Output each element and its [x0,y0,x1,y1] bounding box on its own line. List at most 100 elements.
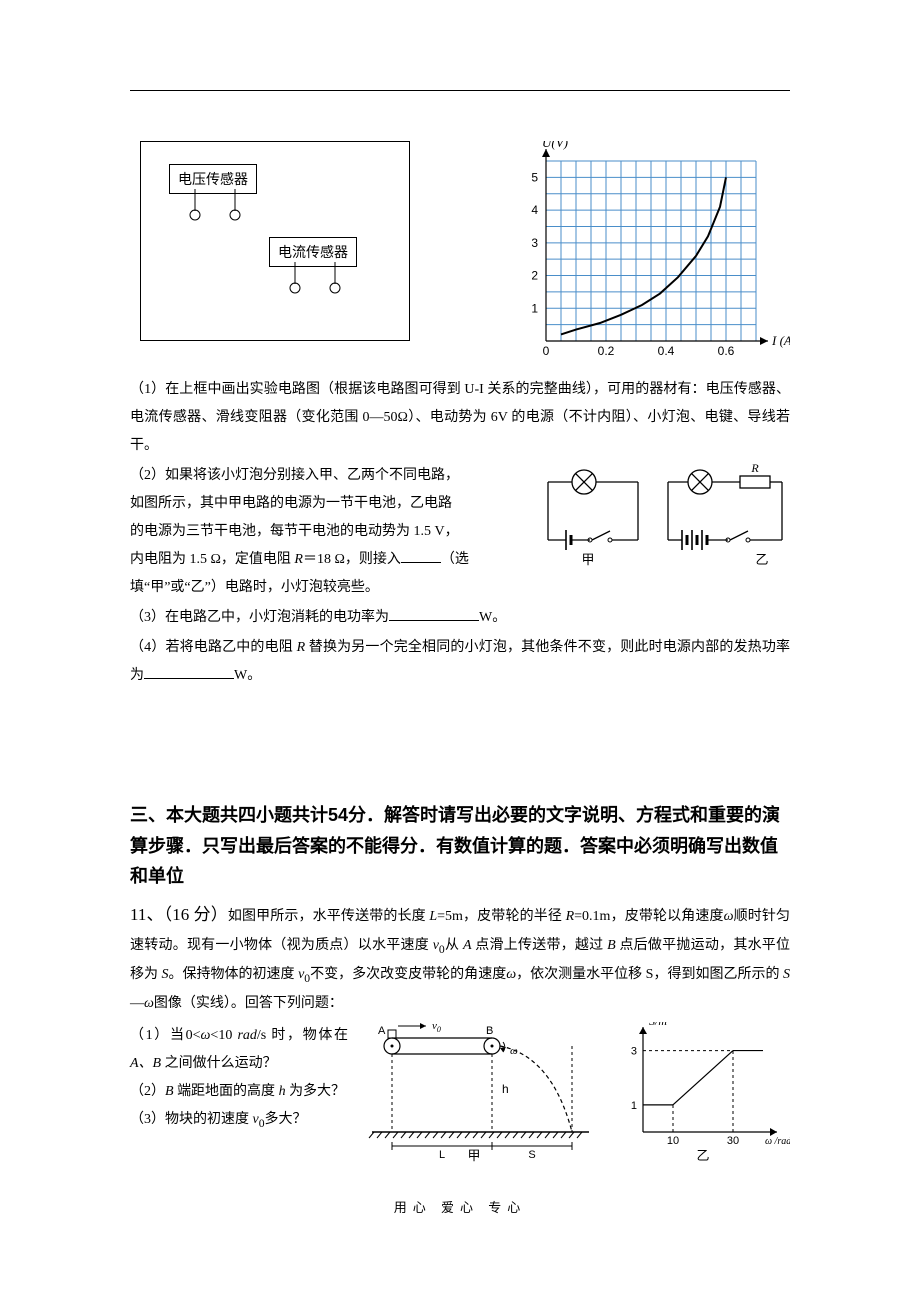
q11-g: 点滑上传送带，越过 [472,938,608,953]
q11-sub2: （2）B 端距地面的高度 h 为多大？ [130,1078,348,1106]
q3-unit: W。 [479,610,506,625]
q2-l4hint: （选 [441,552,469,567]
svg-text:U(V): U(V) [542,141,568,150]
svg-text:3: 3 [531,236,538,250]
q11s2h: h [279,1084,286,1099]
svg-text:乙: 乙 [696,1148,709,1162]
q11s1L: 0 [186,1028,193,1043]
sensor-frame: 电压传感器 电流传感器 [140,141,410,341]
q2-text-block: （2）如果将该小灯泡分别接入甲、乙两个不同电路， 如图所示，其中甲电路的电源为一… [130,462,520,604]
svg-text:5: 5 [531,170,538,184]
q2-R: R [294,552,303,567]
q11-R: R [566,909,575,924]
q3-blank [389,607,479,621]
current-sensor-label: 电流传感器 [278,246,348,261]
svg-text:0.2: 0.2 [598,344,615,356]
ui-chart: 00.20.40.612345U(V)I (A) [510,141,790,356]
q4-unit: W。 [234,668,261,683]
q11s2a: （2） [130,1084,165,1099]
svg-text:3: 3 [631,1046,637,1058]
q2-blank [401,549,441,563]
svg-text:v0: v0 [432,1022,441,1034]
q3-line: （3）在电路乙中，小灯泡消耗的电功率为 W。 [130,604,790,632]
q2-l4a: 内电阻为 1.5 Ω，定值电阻 [130,552,294,567]
svg-text:0.4: 0.4 [658,344,675,356]
somega-svg: 10 30 1 3 S/m ω /rad/s 乙 [615,1022,790,1162]
svg-text:A: A [378,1025,386,1037]
voltage-sensor-leads [177,189,257,223]
top-row: 电压传感器 电流传感器 00.20.40.612345U(V)I (A) [130,141,790,356]
page-footer: 用心 爱心 专心 [130,1197,790,1216]
q11-j: 不变，多次改变皮带轮的角速度 [310,967,506,982]
svg-text:0.6: 0.6 [718,344,735,356]
two-circuits-svg: 甲 R 乙 [530,462,790,582]
conveyor-figure: v0ωABhLS甲 [354,1022,609,1167]
q11-b: 如图甲所示，水平传送带的长度 [228,909,429,924]
ui-chart-svg: 00.20.40.612345U(V)I (A) [510,141,790,356]
q11s1om: ω [201,1028,211,1043]
q11s1c: 之间做什么运动？ [161,1056,277,1071]
q11-f: 从 [445,938,463,953]
q2-line3: 的电源为三节干电池，每节干电池的电动势为 1.5 V， [130,518,520,546]
svg-text:R: R [750,462,759,475]
q11s2b: 端距地面的高度 [174,1084,279,1099]
voltage-sensor-label: 电压传感器 [178,173,248,188]
top-rule [130,90,790,91]
svg-text:1: 1 [631,1100,637,1112]
current-sensor-leads [277,262,357,296]
q11-d: =0.1m，皮带轮以角速度 [574,909,723,924]
q11-S: S [162,967,169,982]
q2-l4b: ＝18 Ω，则接入 [303,552,401,567]
q2-line4: 内电阻为 1.5 Ω，定值电阻 R＝18 Ω，则接入 （选 [130,546,520,574]
q2-line5: 填“甲”或“乙”）电路时，小灯泡较亮些。 [130,574,520,602]
q11-row: （1）当0<ω<10 rad/s 时，物体在 A、B 之间做什么运动？ （2）B… [130,1022,790,1167]
q2-line1: （2）如果将该小灯泡分别接入甲、乙两个不同电路， [130,462,520,490]
q11-om1: ω [724,909,734,924]
svg-text:甲: 甲 [467,1148,480,1162]
q11-L: L [429,909,437,924]
q11-a: 11、（16 分） [130,905,228,924]
q11s1AB: A、B [130,1056,161,1071]
q11-c: =5m，皮带轮的半径 [437,909,565,924]
q11-sub1: （1）当0<ω<10 rad/s 时，物体在 A、B 之间做什么运动？ [130,1022,348,1078]
q11s1R: 10 [218,1028,232,1043]
q11-S2: S [783,967,790,982]
q11-subquestions: （1）当0<ω<10 rad/s 时，物体在 A、B 之间做什么运动？ （2）B… [130,1022,348,1167]
q3-a: （3）在电路乙中，小灯泡消耗的电功率为 [130,610,389,625]
q1-text: （1）在上框中画出实验电路图（根据该电路图可得到 U-I 关系的完整曲线），可用… [130,376,790,460]
q11s1lt1: < [193,1028,201,1043]
q11s1a: （1）当 [130,1028,186,1043]
svg-text:4: 4 [531,203,538,217]
page: 电压传感器 电流传感器 00.20.40.612345U(V)I (A) [0,0,920,1256]
q11s3c: 多大？ [265,1112,307,1127]
q11-i: 。保持物体的初速度 [169,967,299,982]
q11-B: B [607,938,616,953]
svg-text:甲: 甲 [581,552,594,567]
svg-text:B: B [486,1025,493,1037]
q11s2c: 为多大？ [286,1084,346,1099]
q11-dash: — [130,996,144,1011]
svg-text:S: S [528,1149,535,1161]
svg-text:ω /rad/s: ω /rad/s [765,1136,790,1147]
q11s2B: B [165,1084,174,1099]
svg-text:S/m: S/m [649,1022,667,1028]
two-circuits-figure: 甲 R 乙 [530,462,790,587]
svg-text:乙: 乙 [755,552,768,567]
svg-text:h: h [502,1082,509,1096]
q2-row: （2）如果将该小灯泡分别接入甲、乙两个不同电路， 如图所示，其中甲电路的电源为一… [130,462,790,604]
conveyor-svg: v0ωABhLS甲 [354,1022,609,1162]
q4-R: R [297,640,306,655]
svg-text:0: 0 [543,344,550,356]
q11s1rad: rad [237,1028,256,1043]
q4-line: （4）若将电路乙中的电阻 R 替换为另一个完全相同的小灯泡，其他条件不变，则此时… [130,634,790,690]
q2-line2: 如图所示，其中甲电路的电源为一节干电池，乙电路 [130,490,520,518]
q11-lead: 11、（16 分）如图甲所示，水平传送带的长度 L=5m，皮带轮的半径 R=0.… [130,898,790,1018]
q11s1b: /s 时，物体在 [257,1028,348,1043]
svg-text:1: 1 [531,301,538,315]
q11s3a: （3）物块的初速度 [130,1112,253,1127]
svg-text:2: 2 [531,269,538,283]
q4-blank [144,665,234,679]
q11-A: A [463,938,472,953]
svg-text:30: 30 [727,1135,739,1147]
svg-text:10: 10 [667,1135,679,1147]
